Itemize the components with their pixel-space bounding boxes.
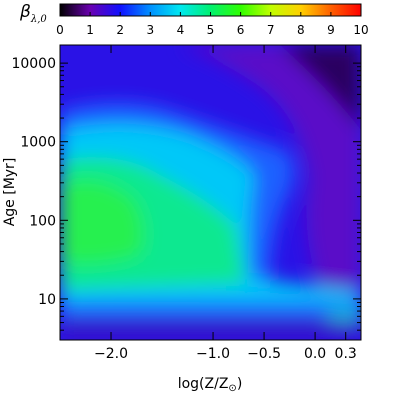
colorbar-title-subscript: λ,0 [30,14,48,25]
x-axis-title: log(Z/Z⊙) [178,376,243,394]
colorbar-tick-label: 5 [207,23,215,37]
y-axis-title: Age [Myr] [2,158,18,227]
colorbar-ticks: 0 1 2 3 4 5 6 7 8 9 10 [56,12,369,37]
y-tick-label: 1000 [20,135,56,151]
colorbar-tick-label: 2 [116,23,124,37]
colorbar-tick-label: 1 [86,23,94,37]
x-axis-title-symbol: ⊙ [228,383,236,394]
colorbar-tick-label: 8 [297,23,305,37]
colorbar-tick-label: 9 [327,23,335,37]
plot-frame [59,44,362,341]
colorbar-tick-label: 10 [353,23,368,37]
colorbar-tick-label: 4 [177,23,185,37]
colorbar-tick-label: 7 [267,23,275,37]
heatmap-region-darkpurple [280,45,361,130]
heatmap-region-purple [180,45,361,300]
heatmap-region-lower-blue [60,300,361,314]
x-tick-label: −2.0 [94,346,128,362]
y-tick-label: 100 [29,213,56,229]
x-tick-label: 0.3 [335,346,357,362]
colorbar-tick-label: 0 [56,23,64,37]
heatmap-field [60,45,361,340]
colorbar-tick-label: 3 [146,23,154,37]
x-tick-label: 0.0 [304,346,326,362]
colorbar-tick-label: 6 [237,23,245,37]
x-axis: −2.0 −1.0 −0.5 0.0 0.3 [94,45,357,362]
y-tick-label: 10 [38,292,56,308]
y-axis: 10 100 1000 10000 [11,56,361,341]
heatmap-region-young-band [60,318,361,340]
colorbar-title: βλ,0 [19,2,47,25]
heatmap-region-bright-green [60,180,144,264]
x-tick-label: −1.0 [196,346,230,362]
heatmap-area [59,44,362,341]
colorbar: βλ,0 0 1 2 3 4 5 6 7 8 9 10 [19,2,369,37]
x-tick-label: −0.5 [247,346,281,362]
y-tick-label: 10000 [11,56,56,72]
